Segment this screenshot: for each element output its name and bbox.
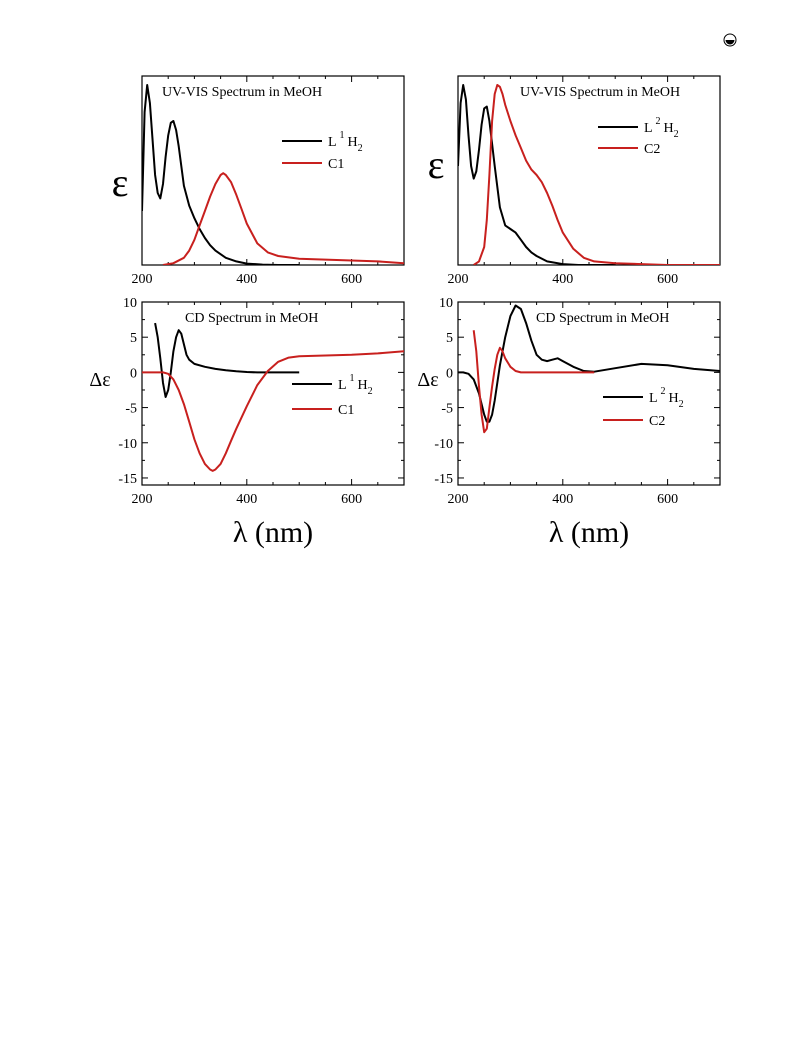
y-axis-label: ε [428,142,445,187]
y-tick-label: -15 [434,472,453,487]
legend-label: C1 [328,157,344,172]
chart-cd2: 200 400 600 10 5 0 -5 -10 -15 Δε CD Spectrum in Me… [417,296,721,507]
y-tick-label: 5 [130,331,137,346]
series-line-c2 [473,84,720,265]
chart-title: CD Spectrum in MeOH [536,311,669,326]
legend-label: C1 [338,403,354,418]
chart-uv2: 200 400 600 ε UV-VIS Spectrum in MeOH L 2 H2 C2 [428,75,721,287]
y-axis-label: Δε [417,369,438,391]
x-tick-label: 400 [236,492,257,507]
y-tick-label: 0 [446,366,453,381]
chart-cd1: 200 400 600 10 5 0 -5 -10 -15 Δε CD Spectrum in Me… [89,296,405,507]
x-tick-label: 400 [236,272,257,287]
y-tick-label: 0 [130,366,137,381]
y-tick-label: -5 [441,402,453,417]
y-axis-label: Δε [89,369,110,391]
y-axis-label: ε [112,160,129,205]
y-tick-label: 10 [123,296,137,311]
x-tick-label: 200 [448,272,469,287]
legend-label: L 2 H2 [644,116,679,140]
series-line-l1h2 [154,322,300,398]
plot-frame [457,301,721,486]
x-tick-label: 600 [657,492,678,507]
x-tick-label: 600 [341,272,362,287]
legend-label: C2 [649,414,665,429]
x-tick-label: 200 [448,492,469,507]
x-tick-label: 200 [132,272,153,287]
y-tick-label: -5 [125,402,137,417]
spectra-figure: 200 400 600 ε UV-VIS Spectrum in MeOH L 1 H2 C1… [89,75,721,549]
x-tick-label: 400 [552,492,573,507]
legend-label: C2 [644,142,660,157]
x-tick-label: 200 [132,492,153,507]
chart-title: UV-VIS Spectrum in MeOH [520,85,680,100]
y-tick-label: 5 [446,331,453,346]
x-tick-label: 600 [657,272,678,287]
legend-label: L 1 H2 [338,373,373,397]
series-line-c2 [472,330,595,434]
x-axis-title: λ (nm) [549,516,629,549]
chart-title: UV-VIS Spectrum in MeOH [162,85,322,100]
series-line-l1h2 [142,84,300,265]
y-tick-label: -10 [434,437,453,452]
legend-label: L 2 H2 [649,386,684,410]
x-axis-title: λ (nm) [233,516,313,549]
y-tick-label: -15 [118,472,137,487]
series-line-c1 [162,172,404,265]
x-tick-label: 600 [341,492,362,507]
series-line-l2h2 [458,84,616,265]
plot-frame [457,75,721,266]
chart-title: CD Spectrum in MeOH [185,311,318,326]
y-tick-label: 10 [439,296,453,311]
plot-frame [141,301,405,486]
series-line-c1 [142,350,404,472]
y-tick-label: -10 [118,437,137,452]
x-tick-label: 400 [552,272,573,287]
legend-label: L 1 H2 [328,130,363,154]
chart-uv1: 200 400 600 ε UV-VIS Spectrum in MeOH L 1 H2 C1 [112,75,405,287]
circle-dot-icon [723,33,737,47]
